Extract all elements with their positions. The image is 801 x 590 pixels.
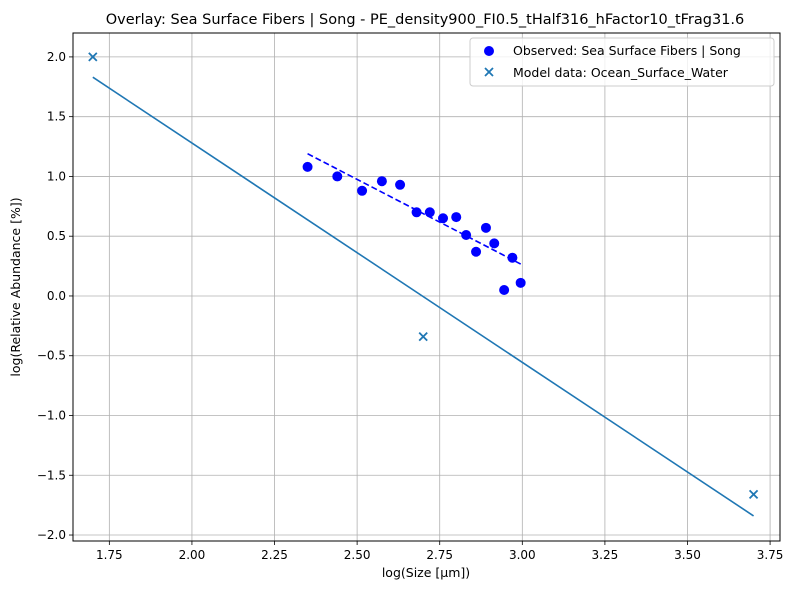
model-point [748, 489, 759, 500]
model-point [88, 52, 98, 62]
observed-point [507, 252, 518, 263]
model-fit-line [92, 76, 755, 517]
y-tick-label: 2.0 [47, 50, 66, 64]
x-tick-label: 3.25 [592, 548, 619, 562]
observed-point [471, 246, 482, 257]
legend-marker-observed [484, 46, 494, 56]
y-axis-label: log(Relative Abundance [%]) [8, 197, 23, 376]
y-tick-label: −2.0 [37, 528, 66, 542]
legend-box [469, 37, 775, 87]
observed-point [376, 176, 387, 187]
y-tick-label: 1.0 [47, 169, 66, 183]
observed-point [411, 207, 422, 218]
observed-point [489, 238, 500, 249]
observed-point [480, 222, 491, 233]
x-tick-label: 1.75 [96, 548, 123, 562]
grid [73, 33, 780, 541]
y-tick-label: 0.0 [47, 289, 66, 303]
x-tick-label: 2.00 [179, 548, 206, 562]
y-tick-label: −0.5 [37, 349, 66, 363]
legend-label-model: Model data: Ocean_Surface_Water [513, 65, 729, 80]
observed-point [451, 212, 462, 223]
observed-point [499, 284, 510, 295]
observed-point [395, 179, 406, 190]
x-tick-label: 2.25 [261, 548, 288, 562]
legend-label-observed: Observed: Sea Surface Fibers | Song [513, 43, 741, 58]
observed-point [357, 185, 368, 196]
model-point [418, 331, 428, 342]
observed-point [424, 207, 435, 218]
legend: Observed: Sea Surface Fibers | Song Mode… [469, 37, 775, 87]
plot-frame [72, 32, 781, 542]
x-tick-label: 2.50 [344, 548, 371, 562]
x-tick-label: 3.75 [757, 548, 784, 562]
observed-point [438, 213, 449, 224]
y-tick-label: 1.5 [47, 110, 66, 124]
legend-marker-model [484, 67, 494, 77]
data-points [88, 52, 759, 500]
observed-point [332, 171, 343, 182]
y-tick-label: −1.0 [37, 408, 66, 422]
chart-title: Overlay: Sea Surface Fibers | Song - PE_… [106, 12, 745, 28]
x-axis-ticks: 1.75 2.00 2.25 2.50 2.75 3.00 3.25 3.50 3.75 [96, 541, 783, 562]
x-tick-label: 3.50 [674, 548, 701, 562]
x-tick-label: 2.75 [426, 548, 453, 562]
y-tick-label: 0.5 [47, 229, 66, 243]
x-tick-label: 3.00 [509, 548, 536, 562]
y-axis-ticks: −2.0 −1.5 −1.0 −0.5 0.0 0.5 1.0 1.5 2.0 [37, 50, 73, 542]
observed-point [302, 161, 313, 172]
observed-point [461, 230, 472, 241]
observed-point [515, 277, 526, 288]
y-tick-label: −1.5 [37, 468, 66, 482]
x-axis-label: log(Size [μm]) [382, 565, 470, 580]
